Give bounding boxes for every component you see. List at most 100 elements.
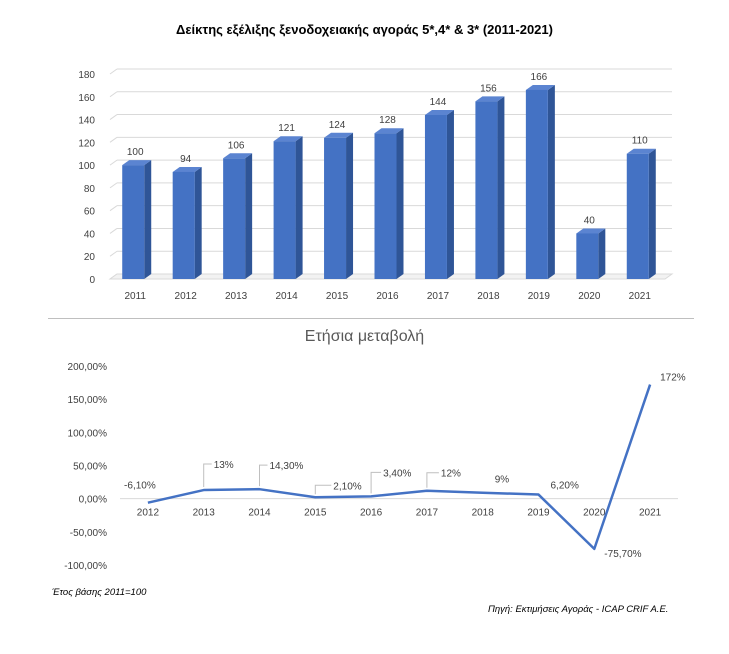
bar-front [424,115,447,279]
bar-top [626,148,656,154]
data-label-leader [370,471,382,494]
bar-side [346,132,354,279]
bar-front [374,133,397,279]
bar-front [223,158,246,279]
bar-data-label: 110 [632,136,648,147]
y-tick-label: 100,00% [68,428,108,439]
x-tick-label: 2015 [304,508,327,519]
data-label-leader [314,484,332,495]
bar [223,153,253,279]
y-tick-label: 80 [84,184,96,195]
y-tick-label: 180 [78,70,95,81]
bar-front [122,165,145,279]
y-tick-label: 100 [78,161,95,172]
x-tick-label: 2013 [193,508,216,519]
bar [576,228,606,279]
x-tick-label: 2013 [225,291,248,302]
bar-data-label: 156 [480,83,497,94]
bar-front [475,101,498,279]
line-data-label: 3,40% [383,468,411,479]
x-tick-label: 2018 [472,508,495,519]
line-data-label: 9% [495,475,510,486]
bar-data-label: 124 [329,120,346,131]
bar-top [374,128,404,134]
gridline-side [109,228,118,234]
bar-top [172,166,202,172]
bar-side [396,128,404,279]
bar [374,128,404,279]
x-tick-label: 2017 [427,291,450,302]
y-tick-label: 200,00% [68,362,108,373]
bar-data-label: 106 [228,140,245,151]
bar [424,110,454,279]
bar-top [475,96,505,102]
y-tick-label: -50,00% [70,528,107,539]
gridline-side [109,182,118,189]
gridline-side [109,250,118,257]
x-tick-label: 2014 [248,508,271,519]
bar-data-label: 128 [379,115,396,126]
y-tick-label: 50,00% [73,462,107,473]
bar-chart: 0 20 40 60 80 100 120 140 160 180 100 2011 94 2012 106… [78,68,674,302]
bar-top [525,84,555,90]
bar-front [525,89,548,279]
bar-side [497,96,505,279]
bar [626,148,656,279]
line-data-label: 6,20% [551,481,579,492]
bar-data-label: 166 [531,72,548,83]
x-tick-label: 2020 [583,508,606,519]
bar [273,136,303,279]
base-year-note: Έτος βάσης 2011=100 [52,587,147,598]
gridline-side [109,68,118,75]
bar-data-label: 94 [180,154,192,165]
line-data-label: 14,30% [270,461,304,472]
bar-side [245,153,253,279]
chart-divider [48,318,694,319]
x-tick-label: 2019 [528,291,551,302]
bar [324,132,354,279]
bar-side [547,84,555,279]
data-label-leader [426,472,439,488]
line-chart: -100,00% -50,00% 0,00% 50,00% 100,00% 150,00%… [64,362,686,572]
x-tick-label: 2020 [578,291,601,302]
x-tick-label: 2012 [175,291,198,302]
bar-front [172,171,195,279]
line-data-label: 172% [660,373,686,384]
bar [122,160,152,279]
data-label-leader [203,463,212,488]
bar-top [424,110,454,115]
data-label-leader [259,464,268,487]
source-note: Πηγή: Εκτιμήσεις Αγοράς - ICAP CRIF A.E. [488,604,669,615]
y-tick-label: -100,00% [64,561,107,572]
x-tick-label: 2012 [137,508,160,519]
gridline-side [109,114,118,120]
bar-side [648,148,656,279]
bar [475,96,505,279]
bar-front [626,153,649,279]
y-tick-label: 160 [78,93,95,104]
bar [172,166,202,279]
series-line [147,384,652,551]
bar [525,84,555,279]
gridline-side [109,136,118,143]
x-tick-label: 2021 [629,291,652,302]
bar-data-label: 144 [430,97,447,108]
x-tick-label: 2014 [275,291,298,302]
bar-side [295,136,303,279]
y-tick-label: 140 [78,116,95,127]
x-tick-label: 2011 [124,291,146,302]
x-tick-label: 2016 [360,508,383,519]
bar-top [324,132,354,138]
x-tick-label: 2019 [527,508,550,519]
x-tick-label: 2016 [376,291,399,302]
y-tick-label: 40 [84,229,96,240]
y-tick-label: 20 [84,252,96,263]
line-data-label: -6,10% [124,481,156,492]
line-chart-title: Ετήσια μεταβολή [304,328,425,345]
y-tick-label: 0,00% [79,495,107,506]
bar-data-label: 100 [127,147,144,158]
bar-front [576,233,599,279]
bar-front [273,141,296,279]
gridline-side [109,91,118,98]
line-data-label: 12% [441,469,461,480]
